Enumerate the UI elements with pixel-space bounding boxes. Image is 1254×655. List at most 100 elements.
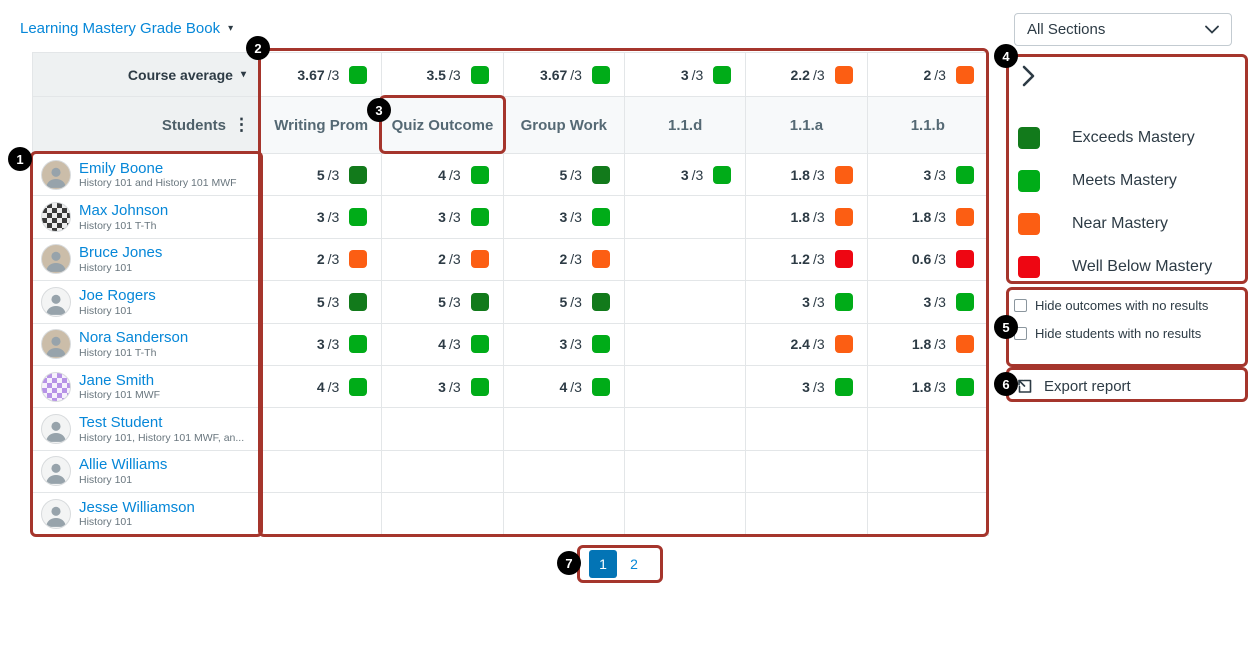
score-cell[interactable]: 3/3 xyxy=(503,196,625,239)
student-name-link[interactable]: Test Student xyxy=(79,414,163,431)
kebab-menu-icon[interactable]: ⋮ xyxy=(233,115,250,134)
score-cell[interactable]: 2/3 xyxy=(867,53,989,97)
mastery-swatch-near xyxy=(834,335,853,354)
score-value: 5 xyxy=(559,166,568,183)
student-name-link[interactable]: Bruce Jones xyxy=(79,244,163,262)
score-cell[interactable] xyxy=(867,450,989,494)
score-value: 1.8 xyxy=(790,166,810,183)
collapse-sidebar-button[interactable] xyxy=(1012,60,1044,92)
score-cell[interactable] xyxy=(382,493,504,536)
score-cell[interactable]: 1.8/3 xyxy=(746,196,868,239)
score-cell[interactable]: 3.67/3 xyxy=(261,53,383,97)
students-header-cell[interactable]: Students ⋮ xyxy=(33,97,261,154)
score-cell[interactable]: 1.2/3 xyxy=(746,238,868,282)
score-cell[interactable] xyxy=(624,281,747,324)
score-cell[interactable]: 2/3 xyxy=(382,238,504,282)
score-cell[interactable] xyxy=(624,196,747,239)
score-cell[interactable]: 3.67/3 xyxy=(503,53,625,97)
student-name-link[interactable]: Nora Sanderson xyxy=(79,329,189,347)
hide-outcomes-filter[interactable]: Hide outcomes with no results xyxy=(1014,298,1208,313)
hide-students-filter[interactable]: Hide students with no results xyxy=(1014,326,1208,341)
score-cell[interactable] xyxy=(624,238,747,282)
outcome-column-header[interactable]: 1.1.a xyxy=(746,97,868,154)
outcome-column-header[interactable]: 1.1.d xyxy=(624,97,747,154)
score-cell[interactable]: 3/3 xyxy=(867,154,989,197)
student-enrollment: History 101 xyxy=(79,262,133,275)
student-name-link[interactable]: Allie Williams xyxy=(79,456,168,474)
student-cell: Jesse Williamson History 101 xyxy=(33,493,261,536)
score-cell[interactable] xyxy=(261,450,383,494)
score-cell[interactable]: 5/3 xyxy=(261,281,383,324)
score-cell[interactable]: 3/3 xyxy=(746,281,868,324)
sections-dropdown[interactable]: All Sections xyxy=(1014,13,1232,46)
score-cell[interactable]: 3/3 xyxy=(503,323,625,366)
score-cell[interactable]: 3.5/3 xyxy=(382,53,504,97)
page-2-button[interactable]: 2 xyxy=(620,550,648,578)
score-cell[interactable] xyxy=(624,408,747,451)
student-name-link[interactable]: Jesse Williamson xyxy=(79,498,195,516)
outcome-column-header[interactable]: Writing Prom xyxy=(261,97,383,154)
score-cell[interactable] xyxy=(624,365,747,409)
score-cell[interactable]: 5/3 xyxy=(382,281,504,324)
score-cell[interactable]: 3/3 xyxy=(382,365,504,409)
score-value: 4 xyxy=(316,378,325,395)
score-denominator: /3 xyxy=(448,293,461,310)
score-cell[interactable] xyxy=(746,493,868,536)
score-cell[interactable] xyxy=(503,450,625,494)
score-cell[interactable] xyxy=(867,408,989,451)
student-name-link[interactable]: Emily Boone xyxy=(79,159,164,177)
score-cell[interactable]: 4/3 xyxy=(261,365,383,409)
score-cell[interactable]: 4/3 xyxy=(382,323,504,366)
score-cell[interactable] xyxy=(624,450,747,494)
score-cell[interactable]: 5/3 xyxy=(503,281,625,324)
outcome-column-header[interactable]: 1.1.b xyxy=(867,97,989,154)
outcome-column-header[interactable]: Quiz Outcome xyxy=(382,97,504,154)
score-cell[interactable]: 3/3 xyxy=(746,365,868,409)
callout-badge-1: 1 xyxy=(8,147,32,171)
student-name-link[interactable]: Joe Rogers xyxy=(79,286,156,304)
score-cell[interactable]: 4/3 xyxy=(382,154,504,197)
score-cell[interactable]: 2/3 xyxy=(261,238,383,282)
page-1-button[interactable]: 1 xyxy=(589,550,617,578)
score-cell[interactable]: 3/3 xyxy=(261,196,383,239)
score-cell[interactable]: 3/3 xyxy=(867,281,989,324)
outcome-column-header[interactable]: Group Work xyxy=(503,97,625,154)
score-cell[interactable] xyxy=(503,493,625,536)
score-cell[interactable]: 4/3 xyxy=(503,365,625,409)
gradebook-switcher[interactable]: Learning Mastery Grade Book ▾ xyxy=(20,20,233,37)
score-cell[interactable]: 3/3 xyxy=(261,323,383,366)
student-enrollment: History 101 T-Th xyxy=(79,346,157,359)
score-value: 2 xyxy=(559,251,568,268)
export-report-button[interactable]: Export report xyxy=(1016,374,1131,398)
score-cell[interactable] xyxy=(503,408,625,451)
score-cell[interactable]: 1.8/3 xyxy=(867,365,989,409)
hide-outcomes-checkbox[interactable] xyxy=(1014,299,1027,312)
score-cell[interactable] xyxy=(746,408,868,451)
score-cell[interactable]: 1.8/3 xyxy=(867,323,989,366)
score-cell[interactable]: 3/3 xyxy=(624,154,747,197)
course-average-label-cell[interactable]: Course average ▾ xyxy=(33,53,261,97)
score-cell[interactable]: 3/3 xyxy=(624,53,747,97)
score-cell[interactable] xyxy=(261,493,383,536)
score-cell[interactable]: 2/3 xyxy=(503,238,625,282)
score-cell[interactable] xyxy=(382,450,504,494)
student-name-link[interactable]: Jane Smith xyxy=(79,371,155,389)
callout-badge-7: 7 xyxy=(557,551,581,575)
score-cell[interactable]: 3/3 xyxy=(382,196,504,239)
score-cell[interactable] xyxy=(746,450,868,494)
score-cell[interactable] xyxy=(624,323,747,366)
score-cell[interactable] xyxy=(382,408,504,451)
score-cell[interactable]: 5/3 xyxy=(503,154,625,197)
hide-students-checkbox[interactable] xyxy=(1014,327,1027,340)
student-row: Max Johnson History 101 T-Th 3/3 3/3 3/3 1.8/… xyxy=(33,196,989,239)
score-cell[interactable]: 2.2/3 xyxy=(746,53,868,97)
student-name-link[interactable]: Max Johnson xyxy=(79,202,169,220)
score-cell[interactable]: 1.8/3 xyxy=(746,154,868,197)
score-cell[interactable] xyxy=(624,493,747,536)
score-cell[interactable]: 1.8/3 xyxy=(867,196,989,239)
score-cell[interactable]: 2.4/3 xyxy=(746,323,868,366)
score-cell[interactable]: 0.6/3 xyxy=(867,238,989,282)
score-cell[interactable]: 5/3 xyxy=(261,154,383,197)
score-cell[interactable] xyxy=(867,493,989,536)
score-cell[interactable] xyxy=(261,408,383,451)
